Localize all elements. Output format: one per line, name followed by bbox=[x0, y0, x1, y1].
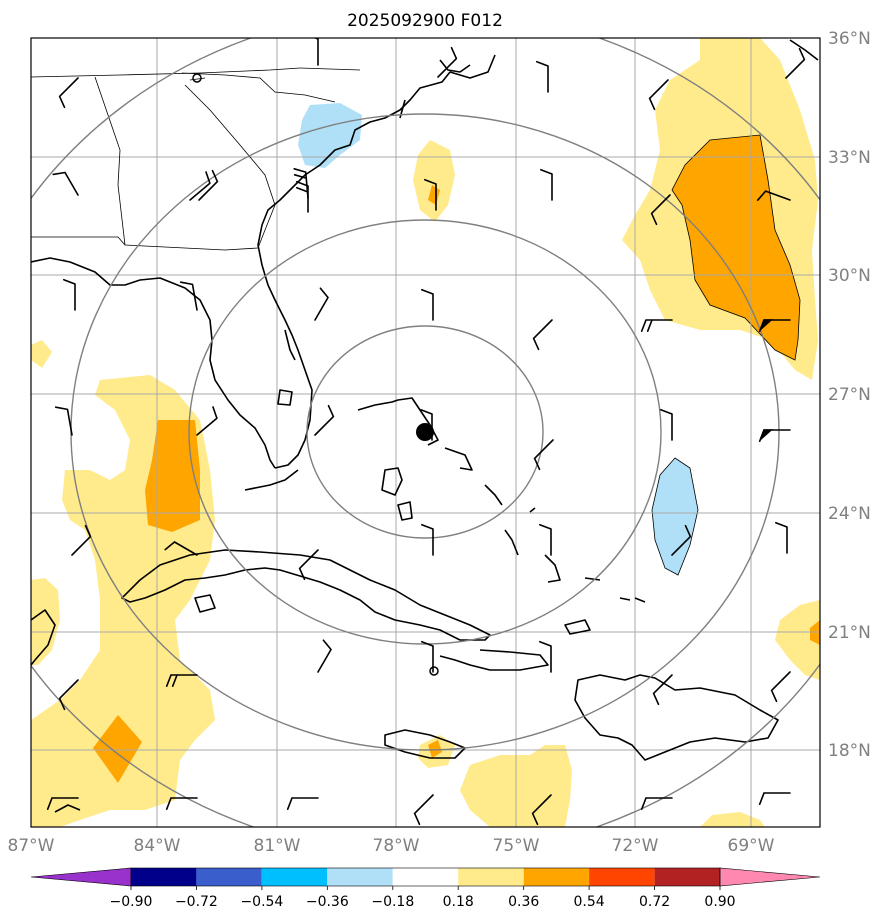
wind-barb bbox=[286, 797, 319, 810]
anomaly-contour-lines bbox=[651, 134, 801, 576]
wind-barb bbox=[314, 287, 329, 321]
wind-barb bbox=[533, 439, 554, 471]
wind-barb bbox=[770, 671, 791, 703]
wind-barb bbox=[421, 523, 434, 556]
lat-tick-label: 30°N bbox=[828, 266, 871, 286]
lon-tick-label: 78°W bbox=[373, 836, 420, 856]
colorbar-segment bbox=[327, 868, 393, 886]
wind-barb bbox=[198, 169, 219, 201]
wind-barb bbox=[164, 541, 198, 556]
wind-barb bbox=[413, 794, 434, 826]
colorbar-segment bbox=[196, 868, 262, 886]
wind-barb bbox=[437, 46, 458, 78]
colorbar-segment bbox=[261, 868, 328, 886]
lon-tick-label: 75°W bbox=[493, 836, 540, 856]
colorbar-tick-label: −0.72 bbox=[175, 894, 218, 910]
wind-barbs bbox=[46, 38, 806, 826]
wind-barb bbox=[671, 524, 692, 556]
wind-barb bbox=[298, 549, 319, 581]
lat-tick-label: 24°N bbox=[828, 504, 871, 524]
wind-barb bbox=[52, 171, 79, 196]
colorbar-segment bbox=[131, 868, 197, 886]
lat-tick-labels: 36°N 33°N 30°N 27°N 24°N 21°N 18°N bbox=[828, 29, 871, 761]
lon-tick-label: 87°W bbox=[8, 836, 55, 856]
map-gridlines bbox=[31, 38, 820, 827]
wind-barb bbox=[531, 794, 552, 826]
wind-barb bbox=[539, 640, 552, 673]
lon-tick-label: 81°W bbox=[254, 836, 301, 856]
colorbar-tick-label: −0.90 bbox=[110, 894, 153, 910]
wind-barb bbox=[58, 77, 79, 109]
wind-barb bbox=[536, 60, 549, 93]
lat-tick-label: 21°N bbox=[828, 623, 871, 643]
wind-barb bbox=[54, 406, 73, 436]
lon-tick-label: 69°W bbox=[728, 836, 775, 856]
storm-center-marker bbox=[416, 423, 434, 441]
colorbar-tick-label: −0.18 bbox=[371, 894, 414, 910]
wind-barb bbox=[165, 797, 198, 810]
colorbar-segment bbox=[589, 868, 655, 886]
anomaly-fill-negative bbox=[298, 103, 698, 575]
wind-barb bbox=[756, 190, 791, 201]
wind-barb bbox=[46, 797, 79, 810]
colorbar: −0.90 −0.72 −0.54 −0.36 −0.18 0.18 0.36 0.54 0.7… bbox=[30, 867, 821, 910]
wind-barb bbox=[532, 319, 553, 351]
lon-tick-labels: 87°W 84°W 81°W 78°W 75°W 72°W 69°W bbox=[8, 836, 775, 856]
colorbar-tick-label: 0.90 bbox=[704, 894, 735, 910]
wind-barb bbox=[196, 406, 218, 436]
wind-barb bbox=[540, 168, 553, 201]
city-marker bbox=[429, 666, 439, 676]
colorbar-tick-label: −0.36 bbox=[306, 894, 349, 910]
wind-barb bbox=[421, 288, 434, 321]
wind-barb bbox=[539, 523, 552, 556]
map-title: 2025092900 F012 bbox=[347, 11, 503, 31]
wind-barb bbox=[71, 524, 92, 556]
wind-barb bbox=[293, 168, 309, 199]
wind-barb bbox=[63, 278, 76, 311]
colorbar-extend-high bbox=[719, 867, 821, 887]
lon-tick-label: 84°W bbox=[134, 836, 181, 856]
wind-barb bbox=[652, 674, 673, 706]
wind-barb bbox=[424, 178, 437, 211]
wind-barb bbox=[775, 521, 788, 554]
colorbar-tick-label: 0.18 bbox=[443, 894, 474, 910]
map-frame bbox=[30, 37, 821, 828]
state-borders bbox=[31, 67, 361, 251]
colorbar-segment bbox=[654, 868, 720, 886]
colorbar-tick-label: 0.54 bbox=[574, 894, 605, 910]
wind-barb bbox=[58, 679, 79, 711]
wind-barb-flag bbox=[759, 429, 774, 440]
colorbar-segment bbox=[392, 868, 459, 886]
lon-tick-label: 72°W bbox=[612, 836, 659, 856]
colorbar-outline bbox=[130, 867, 721, 887]
wind-barb-flag bbox=[759, 319, 774, 330]
wind-barb bbox=[165, 674, 198, 687]
wind-barb bbox=[189, 171, 211, 201]
lat-tick-label: 18°N bbox=[828, 741, 871, 761]
wind-barb bbox=[179, 281, 198, 311]
map-plot-area bbox=[31, 38, 820, 827]
colorbar-tick-label: 0.72 bbox=[639, 894, 670, 910]
wind-barb bbox=[648, 79, 669, 111]
colorbar-extend-low bbox=[30, 867, 132, 887]
colorbar-tick-label: 0.36 bbox=[508, 894, 539, 910]
colorbar-segment bbox=[523, 868, 590, 886]
lat-tick-label: 27°N bbox=[828, 385, 871, 405]
lat-tick-label: 36°N bbox=[828, 29, 871, 49]
wind-barb bbox=[785, 47, 806, 79]
wind-barb bbox=[314, 404, 335, 436]
wind-barb bbox=[650, 194, 671, 226]
colorbar-tick-label: −0.54 bbox=[240, 894, 283, 910]
lat-tick-label: 33°N bbox=[828, 148, 871, 168]
wind-barb bbox=[660, 408, 673, 441]
colorbar-segment bbox=[458, 868, 524, 886]
wind-barb bbox=[640, 319, 673, 332]
wind-barb bbox=[640, 797, 673, 810]
wind-barb bbox=[758, 792, 791, 805]
wind-barb bbox=[317, 639, 332, 673]
city-marker bbox=[192, 73, 202, 83]
